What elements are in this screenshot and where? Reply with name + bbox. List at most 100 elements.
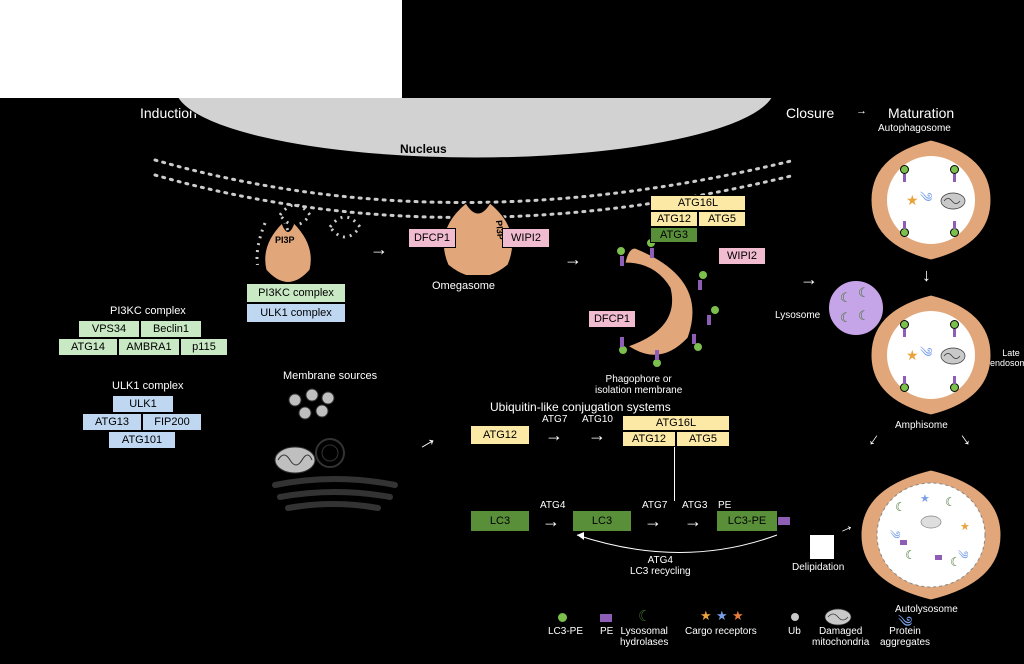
legend-damaged-mito: Damaged mitochondria (812, 626, 869, 648)
lc3-dot (900, 228, 909, 237)
lc3-dot (950, 165, 959, 174)
legend-lc3-pe: LC3-PE (548, 626, 583, 637)
aggregate-icon: ༄ (890, 523, 901, 554)
nucleus-label: Nucleus (400, 142, 447, 156)
diag-arrow-2: ↓ (956, 429, 974, 449)
pe-stick (903, 329, 906, 337)
autolysosome (856, 465, 1006, 605)
pi3kc-p115: p115 (180, 338, 228, 356)
ulk1-complex-box: ULK1 complex (246, 303, 346, 323)
atg7-label-1: ATG7 (542, 414, 567, 425)
dfcp1-2: DFCP1 (588, 310, 636, 328)
pi3p-label-1: PI3P (275, 235, 295, 245)
atg4-label: ATG4 (540, 500, 565, 511)
membrane-sources-title: Membrane sources (283, 370, 377, 382)
atg7-label-2: ATG7 (642, 500, 667, 511)
pe-stick (953, 221, 956, 229)
stage-maturation: Maturation (888, 105, 954, 121)
late-endo-label: Late endosome (990, 348, 1024, 368)
star-gold-icon: ★ (906, 192, 919, 209)
blank-region (0, 0, 402, 98)
delipidation-label: Delipidation (792, 562, 844, 573)
pe-stick (903, 376, 906, 384)
pe-stick (707, 315, 711, 325)
pi3kc-ambra1: AMBRA1 (118, 338, 180, 356)
legend-star-gold: ★ (700, 608, 712, 624)
aggregate-icon: ༄ (958, 543, 969, 574)
dfcp1-box: DFCP1 (408, 228, 456, 248)
amphisome-label: Amphisome (895, 420, 948, 431)
membrane-sources-icons (270, 385, 410, 515)
conj-arrow-4: → (644, 512, 662, 530)
membrane-arrow: → (411, 426, 441, 456)
omegasome-label: Omegasome (432, 280, 495, 292)
pe-label: PE (718, 500, 731, 511)
lc3-dot (950, 228, 959, 237)
star-gold-icon: ★ (906, 347, 919, 364)
atg3-top: ATG3 (650, 227, 698, 243)
star-gold-icon: ★ (960, 520, 970, 533)
hydrolase-icon: ☾ (905, 548, 916, 562)
lc3-pe-box: LC3-PE (716, 510, 778, 532)
legend-mito-icon (824, 608, 852, 626)
atg16l-top: ATG16L (650, 195, 746, 211)
phagophore-label: Phagophore or isolation membrane (595, 374, 682, 396)
lc3-dot (900, 165, 909, 174)
stage-arrow-4: → (856, 105, 867, 117)
legend-cargo-receptors: Cargo receptors (685, 626, 757, 637)
conj-arrow-1: → (545, 426, 563, 444)
diag-arrow-1: ↓ (866, 429, 884, 449)
pe-stick (953, 174, 956, 182)
lc3-mid: LC3 (572, 510, 632, 532)
pe-stick (620, 337, 624, 347)
atg12-2: ATG12 (622, 431, 676, 447)
conj-arrow-5: → (684, 512, 702, 530)
lc3-dot (616, 246, 626, 256)
legend-star-orange: ★ (732, 608, 744, 624)
pe-stick (620, 256, 624, 266)
pe-fragment (900, 540, 907, 545)
hydrolase-icon: ☾ (840, 290, 852, 306)
legend-hydrolases: Lysosomal hydrolases (620, 626, 668, 648)
atg12-start: ATG12 (470, 425, 530, 445)
stage-closure: Closure (786, 105, 834, 121)
pe-stick (692, 334, 696, 344)
atg10-label: ATG10 (582, 414, 613, 425)
pe-attached (778, 517, 790, 525)
hydrolase-icon: ☾ (945, 495, 956, 509)
recycling-label: ATG4 LC3 recycling (630, 555, 691, 577)
lc3-dot (698, 270, 708, 280)
flow-arrow-1: → (370, 240, 388, 258)
lc3-dot (710, 305, 720, 315)
wipi2-box: WIPI2 (502, 228, 550, 248)
legend-hydrolase-icon: ☾ (638, 607, 651, 625)
delip-arrow: → (835, 517, 856, 538)
lc3-dot (950, 383, 959, 392)
ulk1-atg13: ATG13 (82, 413, 142, 431)
pi3p-cradle-induction (256, 215, 320, 285)
pe-stick (953, 376, 956, 384)
atg5-2: ATG5 (676, 431, 730, 447)
legend-protein-agg: Protein aggregates (880, 626, 930, 648)
ulk1-ulk1: ULK1 (112, 395, 174, 413)
hydrolase-icon: ☾ (840, 310, 852, 326)
lc3-dot (950, 320, 959, 329)
hydrolase-icon: ☾ (895, 500, 906, 514)
pe-stick (903, 174, 906, 182)
wipi2-2: WIPI2 (718, 247, 766, 265)
conj-arrow-3: → (542, 512, 560, 530)
lysosome-label: Lysosome (775, 310, 820, 321)
atg12-top: ATG12 (650, 211, 698, 227)
pi3kc-complex-box: PI3KC complex (246, 283, 346, 303)
down-arrow-1: ↓ (922, 266, 931, 284)
pe-fragment (935, 555, 942, 560)
flow-arrow-3: → (800, 270, 818, 288)
lc3-start: LC3 (470, 510, 530, 532)
legend-pe: PE (600, 626, 613, 637)
conj-title: Ubiquitin-like conjugation systems (490, 400, 671, 414)
flow-arrow-2: → (564, 250, 582, 268)
delipidation-square (810, 535, 834, 559)
lc3-dot (900, 383, 909, 392)
legend-pe-rect (600, 614, 612, 622)
ulk1-fip200: FIP200 (142, 413, 202, 431)
